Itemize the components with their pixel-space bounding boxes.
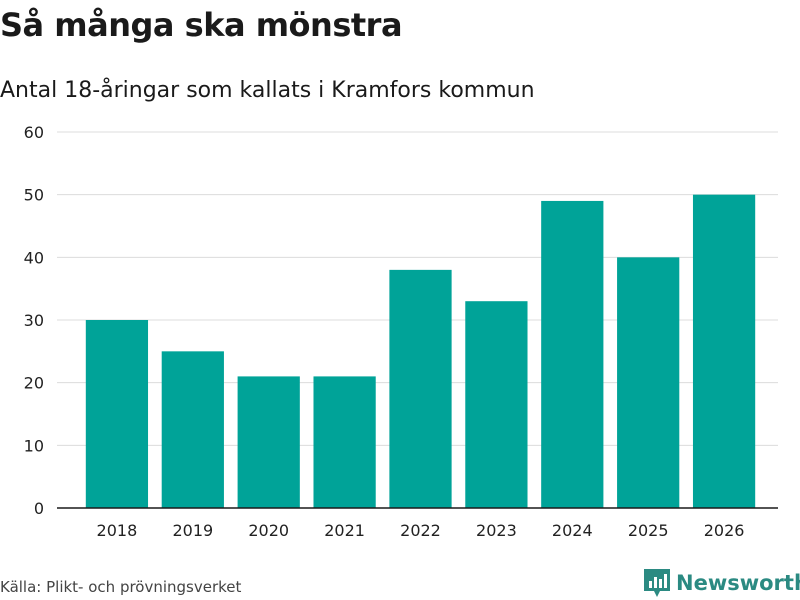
chart-title: Så många ska mönstra xyxy=(0,6,403,44)
bar xyxy=(617,257,680,508)
x-tick-label: 2018 xyxy=(97,521,138,540)
source-note: Källa: Plikt- och prövningsverket xyxy=(0,578,242,596)
x-tick-label: 2020 xyxy=(248,521,289,540)
brand-logo[interactable]: Newsworthy xyxy=(644,569,800,597)
newsworthy-logo-icon xyxy=(644,569,670,597)
bar xyxy=(313,376,376,508)
chart-subtitle: Antal 18-åringar som kallats i Kramfors … xyxy=(0,78,535,103)
x-tick-label: 2026 xyxy=(704,521,745,540)
y-tick-label: 20 xyxy=(24,374,44,393)
y-tick-label: 60 xyxy=(24,123,44,142)
y-tick-label: 0 xyxy=(34,499,44,518)
bar xyxy=(161,351,224,508)
bar xyxy=(541,200,604,508)
brand-name: Newsworthy xyxy=(676,571,800,595)
x-tick-label: 2023 xyxy=(476,521,517,540)
bar xyxy=(85,320,149,508)
y-tick-label: 30 xyxy=(24,311,44,330)
x-tick-label: 2025 xyxy=(628,521,669,540)
bar xyxy=(465,301,528,508)
x-tick-label: 2019 xyxy=(172,521,213,540)
x-tick-label: 2024 xyxy=(552,521,593,540)
bar xyxy=(389,269,452,508)
y-tick-label: 40 xyxy=(24,248,44,267)
bar xyxy=(237,376,300,508)
bar xyxy=(692,194,756,508)
x-tick-label: 2022 xyxy=(400,521,441,540)
y-tick-label: 50 xyxy=(24,186,44,205)
x-tick-label: 2021 xyxy=(324,521,365,540)
y-tick-label: 10 xyxy=(24,436,44,455)
